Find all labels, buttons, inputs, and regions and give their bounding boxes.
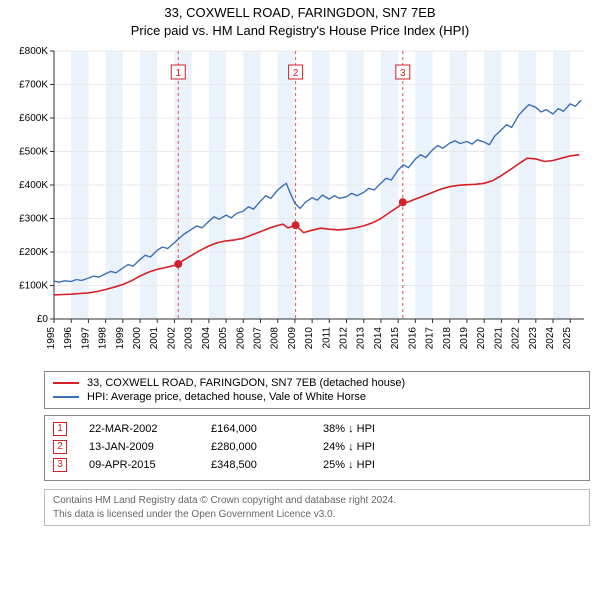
legend-label: HPI: Average price, detached house, Vale… (87, 391, 366, 403)
svg-text:2025: 2025 (562, 327, 573, 350)
chart-title-line1: 33, COXWELL ROAD, FARINGDON, SN7 7EB (0, 4, 600, 22)
svg-text:1999: 1999 (115, 327, 126, 350)
sale-marker-number: 2 (293, 68, 299, 79)
sale-date: 09-APR-2015 (89, 459, 189, 471)
sale-date: 22-MAR-2002 (89, 423, 189, 435)
footer-line1: Contains HM Land Registry data © Crown c… (53, 494, 581, 508)
legend-label: 33, COXWELL ROAD, FARINGDON, SN7 7EB (de… (87, 377, 405, 389)
sale-diff: 24% ↓ HPI (323, 441, 375, 453)
svg-text:2006: 2006 (235, 327, 246, 350)
sale-dot (174, 260, 182, 268)
sale-number-box: 2 (53, 440, 67, 454)
svg-text:2007: 2007 (252, 327, 263, 350)
svg-text:2013: 2013 (356, 327, 367, 350)
svg-text:2017: 2017 (425, 327, 436, 350)
svg-text:£400K: £400K (19, 180, 48, 191)
sale-row: 1 22-MAR-2002 £164,000 38% ↓ HPI (53, 420, 581, 438)
sale-dot (292, 221, 300, 229)
sale-number-box: 1 (53, 422, 67, 436)
svg-text:2018: 2018 (442, 327, 453, 350)
svg-text:2011: 2011 (321, 327, 332, 349)
svg-text:2000: 2000 (132, 327, 143, 350)
svg-text:2004: 2004 (201, 327, 212, 350)
legend-row: 33, COXWELL ROAD, FARINGDON, SN7 7EB (de… (53, 376, 581, 390)
svg-text:£600K: £600K (19, 113, 48, 124)
svg-text:2003: 2003 (184, 327, 195, 350)
sales-box: 1 22-MAR-2002 £164,000 38% ↓ HPI 2 13-JAN-200… (44, 415, 590, 481)
sale-number-box: 3 (53, 458, 67, 472)
sale-price: £348,500 (211, 459, 301, 471)
svg-text:£800K: £800K (19, 46, 48, 57)
legend-box: 33, COXWELL ROAD, FARINGDON, SN7 7EB (de… (44, 371, 590, 409)
footer-line2: This data is licensed under the Open Gov… (53, 508, 581, 522)
legend-swatch (53, 396, 79, 398)
svg-text:2014: 2014 (373, 327, 384, 350)
sale-price: £164,000 (211, 423, 301, 435)
chart-area: £0 £100K £200K £300K £400K £500K £600K £700K £80… (10, 45, 590, 365)
sale-diff: 25% ↓ HPI (323, 459, 375, 471)
svg-text:2002: 2002 (166, 327, 177, 350)
svg-text:2019: 2019 (459, 327, 470, 350)
svg-text:2023: 2023 (528, 327, 539, 350)
sale-marker-number: 1 (175, 68, 181, 79)
svg-text:2024: 2024 (545, 327, 556, 350)
svg-text:2008: 2008 (270, 327, 281, 350)
sale-row: 3 09-APR-2015 £348,500 25% ↓ HPI (53, 456, 581, 474)
chart-svg: £0 £100K £200K £300K £400K £500K £600K £700K £80… (10, 45, 590, 365)
svg-text:£500K: £500K (19, 147, 48, 158)
svg-text:1996: 1996 (63, 327, 74, 350)
svg-text:2022: 2022 (511, 327, 522, 350)
footer-box: Contains HM Land Registry data © Crown c… (44, 489, 590, 526)
sale-marker-number: 3 (400, 68, 406, 79)
sale-date: 13-JAN-2009 (89, 441, 189, 453)
svg-text:1995: 1995 (46, 327, 57, 350)
svg-text:2015: 2015 (390, 327, 401, 350)
svg-text:2009: 2009 (287, 327, 298, 350)
svg-text:2016: 2016 (407, 327, 418, 350)
sale-row: 2 13-JAN-2009 £280,000 24% ↓ HPI (53, 438, 581, 456)
svg-text:2005: 2005 (218, 327, 229, 350)
svg-text:£100K: £100K (19, 281, 48, 292)
svg-text:2010: 2010 (304, 327, 315, 350)
svg-text:2021: 2021 (493, 327, 504, 350)
legend-swatch (53, 382, 79, 384)
svg-text:2020: 2020 (476, 327, 487, 350)
svg-text:£700K: £700K (19, 80, 48, 91)
sale-price: £280,000 (211, 441, 301, 453)
chart-title-block: 33, COXWELL ROAD, FARINGDON, SN7 7EB Pri… (0, 0, 600, 39)
sale-diff: 38% ↓ HPI (323, 423, 375, 435)
svg-text:£300K: £300K (19, 214, 48, 225)
svg-text:1998: 1998 (98, 327, 109, 350)
svg-text:£200K: £200K (19, 247, 48, 258)
svg-text:2001: 2001 (149, 327, 160, 350)
chart-title-line2: Price paid vs. HM Land Registry's House … (0, 22, 600, 40)
svg-text:1997: 1997 (80, 327, 91, 350)
svg-text:2012: 2012 (339, 327, 350, 350)
sale-dot (399, 198, 407, 206)
svg-text:£0: £0 (37, 314, 49, 325)
legend-row: HPI: Average price, detached house, Vale… (53, 390, 581, 404)
